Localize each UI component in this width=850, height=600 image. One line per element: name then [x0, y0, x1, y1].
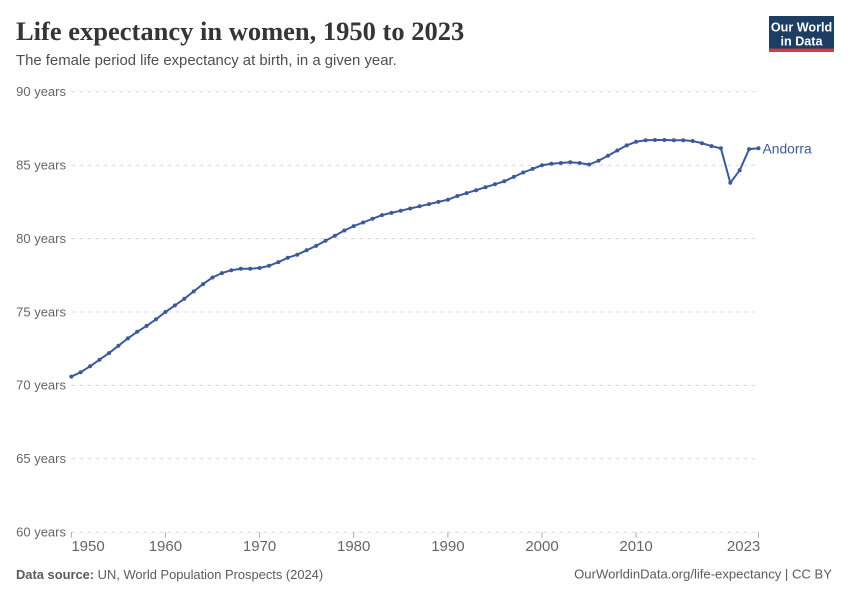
svg-text:2010: 2010: [619, 538, 652, 555]
svg-text:Life expectancy in women, 1950: Life expectancy in women, 1950 to 2023: [16, 16, 464, 46]
svg-text:75 years: 75 years: [16, 304, 66, 319]
svg-text:1950: 1950: [71, 538, 104, 555]
svg-text:1970: 1970: [243, 538, 276, 555]
svg-text:1960: 1960: [149, 538, 182, 555]
svg-text:80 years: 80 years: [16, 231, 66, 246]
svg-text:2023: 2023: [727, 538, 760, 555]
svg-text:1980: 1980: [337, 538, 370, 555]
svg-text:Our World: Our World: [771, 21, 832, 35]
svg-text:1990: 1990: [431, 538, 464, 555]
svg-text:The female period life expecta: The female period life expectancy at bir…: [16, 53, 397, 69]
svg-text:OurWorldinData.org/life-expect: OurWorldinData.org/life-expectancy | CC …: [574, 567, 832, 582]
svg-text:60 years: 60 years: [16, 525, 66, 540]
svg-text:85 years: 85 years: [16, 158, 66, 173]
svg-text:Data source: UN, World Populat: Data source: UN, World Population Prospe…: [16, 567, 323, 582]
svg-text:65 years: 65 years: [16, 451, 66, 466]
svg-text:Andorra: Andorra: [763, 142, 812, 157]
svg-text:2000: 2000: [525, 538, 558, 555]
svg-text:in Data: in Data: [781, 35, 824, 49]
svg-text:70 years: 70 years: [16, 378, 66, 393]
svg-text:90 years: 90 years: [16, 84, 66, 99]
